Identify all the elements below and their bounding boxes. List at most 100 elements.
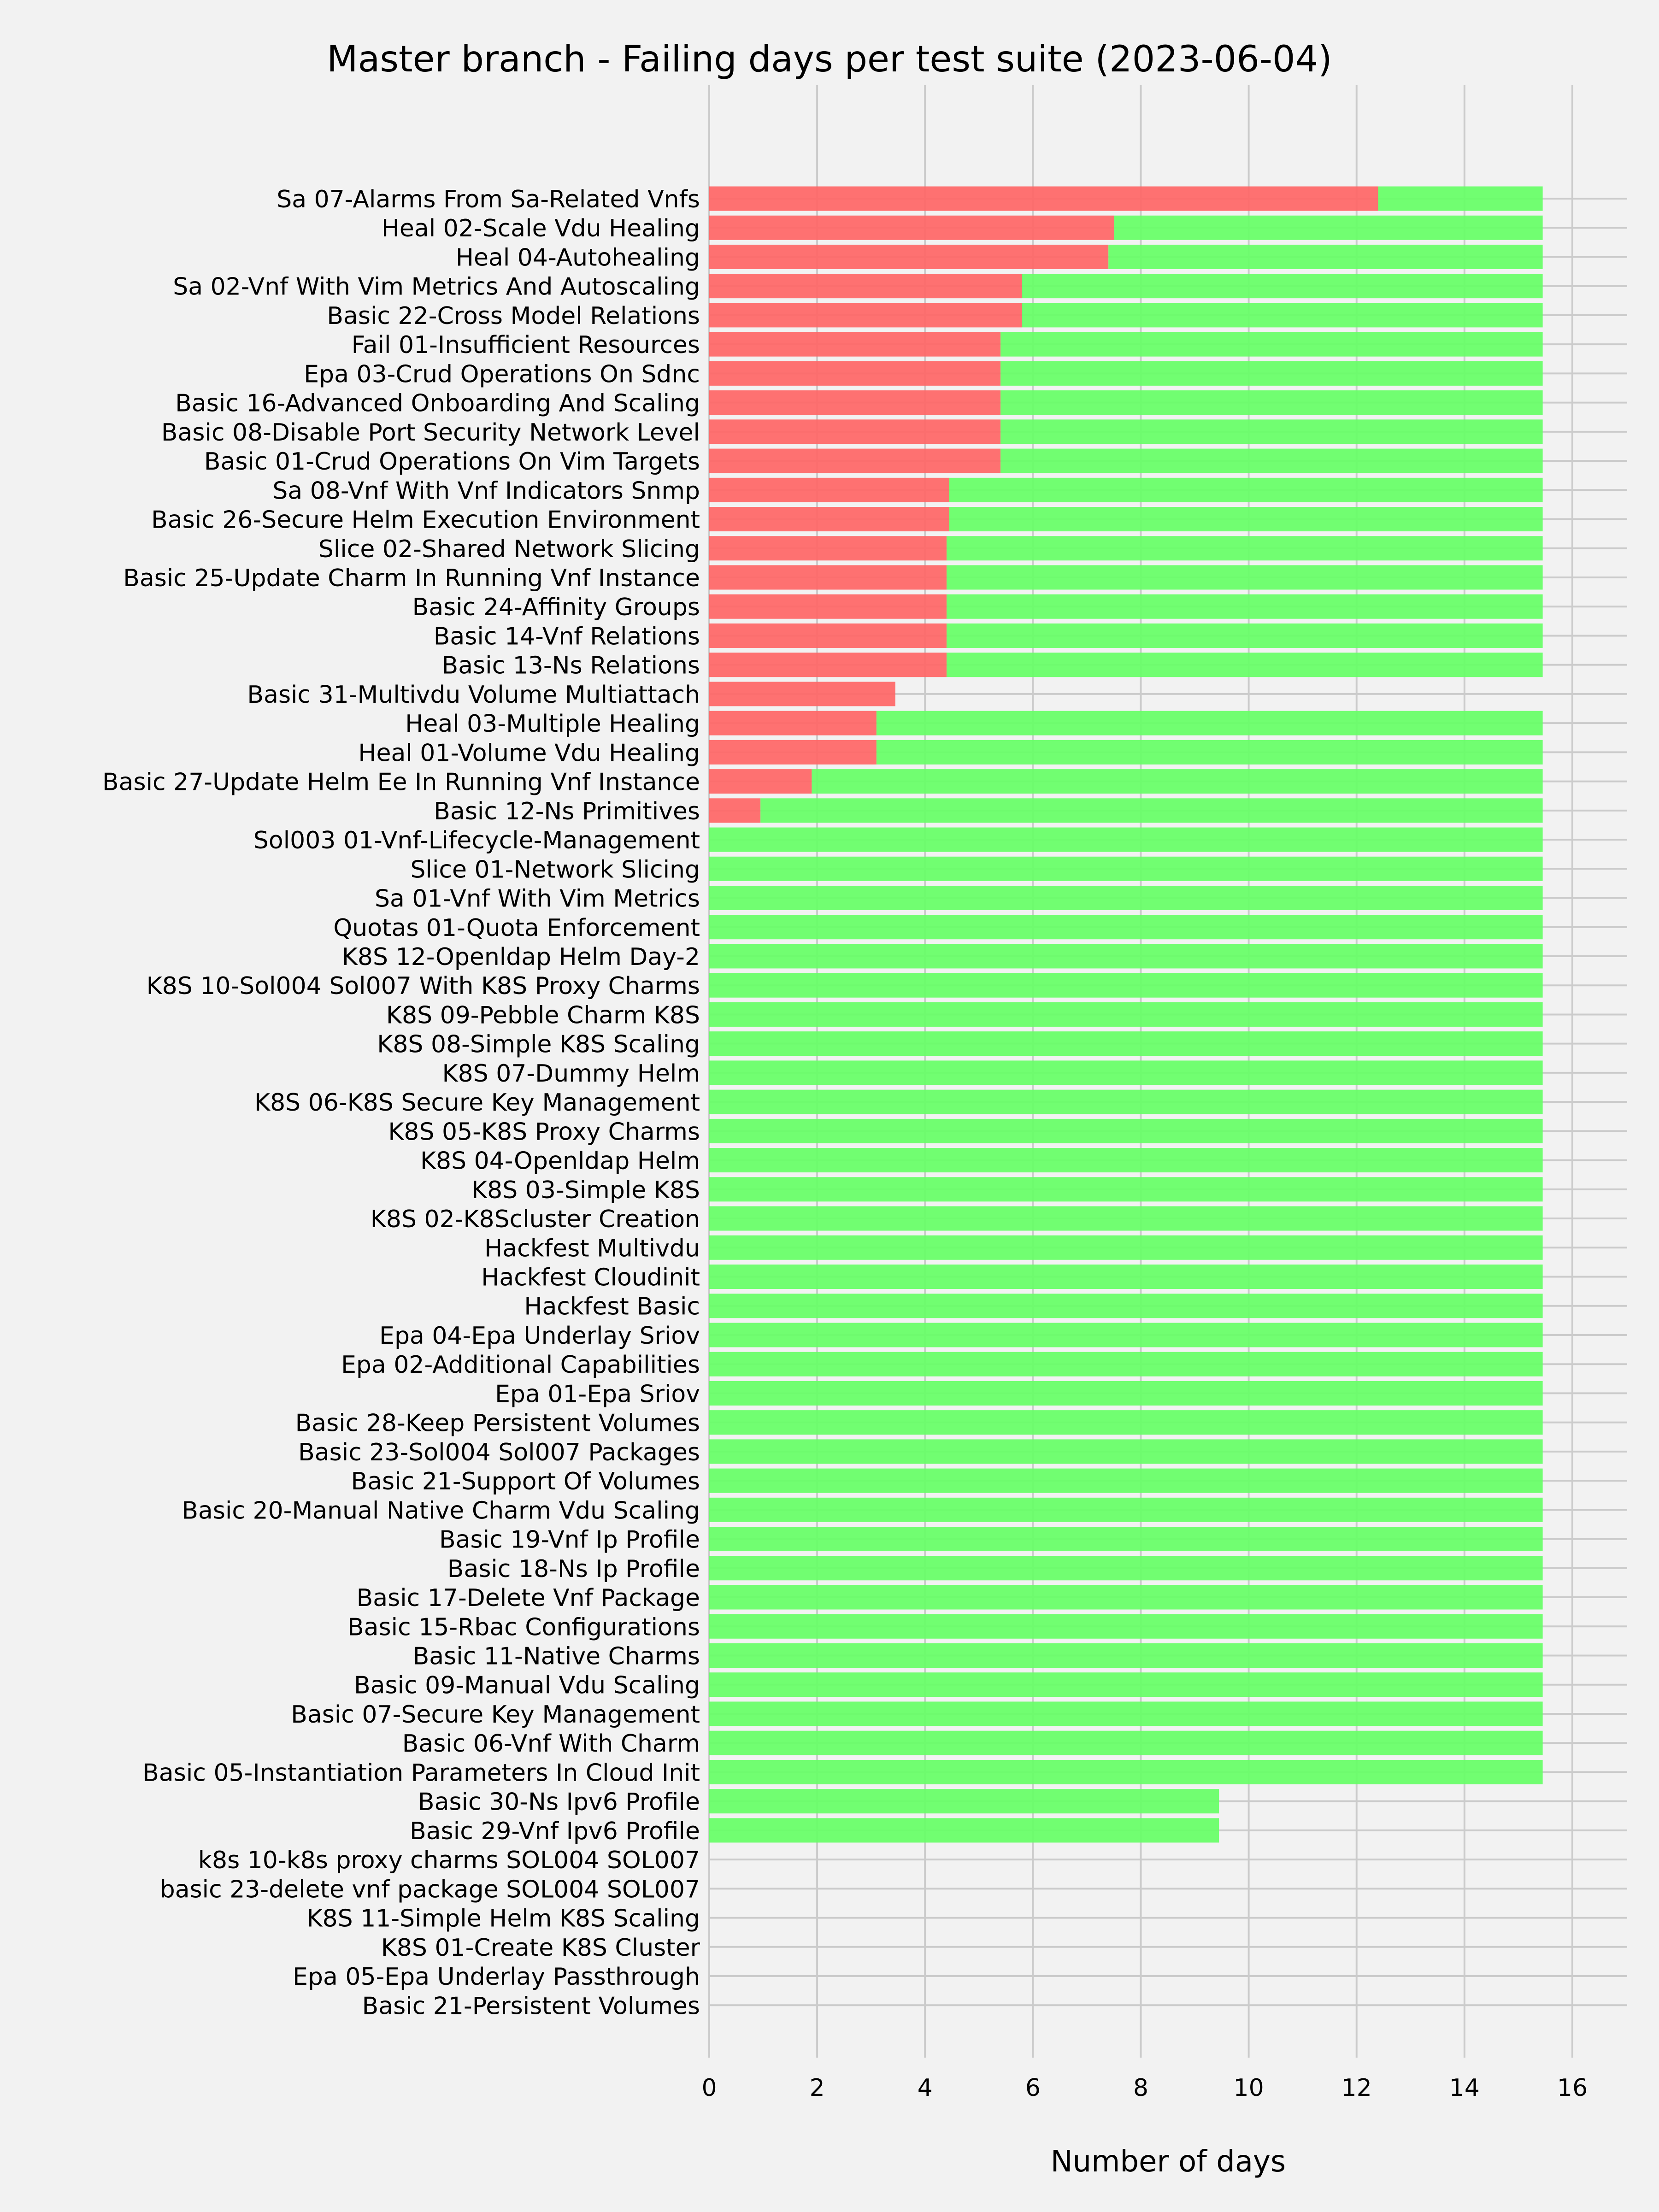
category-label: Basic 25-Update Charm In Running Vnf Ins…: [123, 565, 700, 592]
bar-passing: [709, 1381, 1543, 1406]
bar-passing: [709, 1672, 1543, 1697]
bar-passing: [1022, 274, 1543, 299]
x-axis-label: Number of days: [1051, 2145, 1286, 2179]
bar-passing: [709, 1585, 1543, 1610]
category-label: Heal 04-Autohealing: [456, 244, 700, 271]
x-tick-label: 14: [1449, 2074, 1480, 2102]
bar-failing: [709, 361, 1001, 386]
category-label: Hackfest Multivdu: [484, 1235, 700, 1262]
category-label: Basic 30-Ns Ipv6 Profile: [418, 1788, 700, 1816]
bar-passing: [709, 1759, 1543, 1784]
category-label: k8s 10-k8s proxy charms SOL004 SOL007: [198, 1847, 700, 1874]
bar-passing: [709, 1439, 1543, 1464]
bar-passing: [949, 507, 1543, 532]
category-label: Basic 12-Ns Primitives: [434, 798, 700, 825]
category-label: Basic 18-Ns Ip Profile: [447, 1555, 700, 1583]
x-tick-label: 4: [918, 2074, 933, 2102]
bar-failing: [709, 477, 949, 502]
bar-passing: [709, 1177, 1543, 1202]
bar-passing: [709, 973, 1543, 998]
bar-passing: [1022, 303, 1543, 328]
category-label: Slice 01-Network Slicing: [411, 856, 700, 883]
category-label: Basic 07-Secure Key Management: [291, 1701, 700, 1729]
category-label: Basic 22-Cross Model Relations: [327, 302, 700, 330]
category-label: Sa 07-Alarms From Sa-Related Vnfs: [276, 186, 700, 213]
bar-passing: [709, 827, 1543, 852]
bar-passing: [1000, 448, 1543, 473]
bar-failing: [709, 798, 761, 823]
category-label: Basic 29-Vnf Ipv6 Profile: [410, 1818, 700, 1845]
category-label: Heal 01-Volume Vdu Healing: [358, 739, 700, 767]
bar-passing: [947, 623, 1543, 648]
bar-failing: [709, 565, 947, 590]
bar-passing: [876, 711, 1543, 735]
bar-failing: [709, 244, 1109, 269]
bar-passing: [709, 1352, 1543, 1377]
category-label: Heal 03-Multiple Healing: [405, 710, 700, 738]
bar-failing: [709, 303, 1022, 328]
x-tick-label: 2: [810, 2074, 825, 2102]
category-label: Basic 27-Update Helm Ee In Running Vnf I…: [102, 769, 700, 796]
category-label: K8S 07-Dummy Helm: [442, 1060, 700, 1088]
bar-passing: [709, 1468, 1543, 1493]
x-tick-label: 8: [1133, 2074, 1148, 2102]
x-tick-label: 6: [1025, 2074, 1041, 2102]
bar-failing: [709, 332, 1001, 357]
category-label: Basic 15-Rbac Configurations: [347, 1613, 700, 1641]
bar-passing: [1000, 361, 1543, 386]
category-label: K8S 12-Openldap Helm Day-2: [342, 943, 700, 971]
bar-passing: [709, 944, 1543, 969]
bar-passing: [949, 477, 1543, 502]
category-label: K8S 09-Pebble Charm K8S: [386, 1001, 700, 1029]
category-label: Hackfest Cloudinit: [481, 1264, 700, 1292]
bar-failing: [709, 274, 1022, 299]
bar-passing: [709, 1031, 1543, 1056]
bar-passing: [709, 1235, 1543, 1260]
bar-passing: [709, 1118, 1543, 1143]
x-tick-label: 10: [1234, 2074, 1264, 2102]
x-tick-label: 12: [1341, 2074, 1372, 2102]
category-label: Basic 26-Secure Helm Execution Environme…: [151, 506, 700, 534]
category-label: K8S 05-K8S Proxy Charms: [388, 1118, 700, 1146]
bar-failing: [709, 419, 1001, 444]
category-label: Basic 21-Support Of Volumes: [351, 1468, 700, 1495]
category-label: K8S 01-Create K8S Cluster: [381, 1934, 700, 1962]
category-label: Sol003 01-Vnf-Lifecycle-Management: [253, 827, 700, 854]
bar-passing: [709, 1556, 1543, 1581]
category-label: Basic 05-Instantiation Parameters In Clo…: [142, 1759, 700, 1787]
bar-passing: [709, 1527, 1543, 1552]
category-label: basic 23-delete vnf package SOL004 SOL00…: [160, 1876, 700, 1903]
bar-passing: [709, 1323, 1543, 1347]
category-label: Basic 06-Vnf With Charm: [402, 1730, 700, 1758]
category-label: K8S 06-K8S Secure Key Management: [254, 1089, 700, 1117]
category-label: Slice 02-Shared Network Slicing: [318, 535, 700, 563]
category-label: Hackfest Basic: [524, 1293, 700, 1321]
bar-passing: [709, 1730, 1543, 1755]
category-label: K8S 02-K8Scluster Creation: [371, 1206, 700, 1233]
bar-passing: [709, 1614, 1543, 1639]
category-label: Basic 13-Ns Relations: [442, 652, 700, 680]
category-label: Basic 28-Keep Persistent Volumes: [295, 1410, 700, 1437]
category-label: Epa 01-Epa Sriov: [495, 1380, 700, 1408]
category-label: Fail 01-Insufficient Resources: [352, 331, 700, 359]
category-label: Basic 14-Vnf Relations: [434, 623, 700, 650]
category-label: Basic 11-Native Charms: [413, 1643, 700, 1671]
bar-failing: [709, 740, 877, 765]
bar-passing: [1000, 390, 1543, 415]
bar-passing: [1108, 244, 1543, 269]
category-label: Epa 02-Additional Capabilities: [341, 1351, 700, 1379]
category-label: Sa 02-Vnf With Vim Metrics And Autoscali…: [173, 273, 700, 301]
chart-title: Master branch - Failing days per test su…: [327, 39, 1332, 80]
bar-failing: [709, 711, 877, 735]
category-label: Basic 21-Persistent Volumes: [362, 1992, 700, 2020]
bar-passing: [709, 1701, 1543, 1726]
bar-passing: [709, 1294, 1543, 1318]
bar-passing: [709, 915, 1543, 940]
bar-passing: [947, 536, 1543, 561]
bar-passing: [812, 769, 1543, 794]
category-label: Sa 08-Vnf With Vnf Indicators Snmp: [272, 477, 700, 505]
bar-failing: [709, 215, 1114, 240]
